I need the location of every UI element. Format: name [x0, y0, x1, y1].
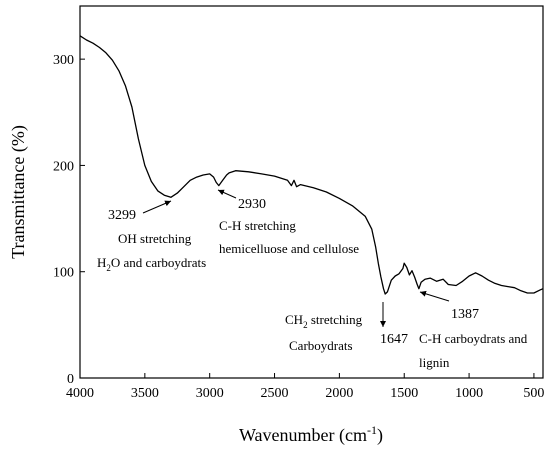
y-axis-title: Transmittance (%): [8, 125, 29, 259]
x-tick-label: 500: [523, 386, 544, 401]
x-tick-label: 4000: [66, 386, 94, 401]
annotation-1647: 1647 CH2 stretching Carboydrats: [285, 302, 408, 353]
y-tick-label: 100: [53, 266, 74, 281]
plot-frame: [79, 5, 544, 379]
annotation-3299: 3299 OH stretching H2O and carboydrats: [97, 200, 206, 273]
annotation-1387-arrow: [419, 290, 450, 302]
annotation-1387: 1387 C-H carboydrats and lignin: [419, 290, 528, 370]
annotation-1647-line2: Carboydrats: [289, 338, 353, 353]
annotation-2930-line2: hemicelluose and cellulose: [219, 241, 359, 256]
annotation-2930-line1: C-H stretching: [219, 218, 296, 233]
annotation-2930-label: 2930: [238, 197, 266, 212]
x-tick-label: 2000: [325, 386, 353, 401]
annotation-3299-label: 3299: [108, 208, 136, 223]
annotation-3299-line2: H2O and carboydrats: [97, 255, 206, 273]
annotation-3299-line1: OH stretching: [118, 231, 192, 246]
annotation-1647-line1: CH2 stretching: [285, 312, 363, 330]
annotation-3299-arrow: [142, 200, 172, 214]
annotation-1647-label: 1647: [380, 332, 408, 347]
x-tick-label: 3000: [196, 386, 224, 401]
x-tick-label: 1000: [455, 386, 483, 401]
x-axis-ticks: 4000 3500 3000 2500 2000 1500 1000 500: [66, 373, 544, 401]
annotation-1387-line2: lignin: [419, 355, 450, 370]
x-axis-title: Wavenumber (cm-1): [239, 423, 383, 446]
y-tick-label: 300: [53, 53, 74, 68]
spectrum-line: [79, 35, 544, 295]
x-tick-label: 2500: [261, 386, 289, 401]
y-tick-label: 0: [67, 372, 74, 387]
y-axis-ticks: 0 100 200 300: [53, 53, 85, 387]
x-tick-label: 1500: [390, 386, 418, 401]
annotation-2930: 2930 C-H stretching hemicelluose and cel…: [217, 189, 359, 256]
annotation-1387-label: 1387: [451, 307, 479, 322]
x-tick-label: 3500: [131, 386, 159, 401]
y-tick-label: 200: [53, 159, 74, 174]
annotation-2930-arrow: [217, 189, 237, 199]
annotation-1387-line1: C-H carboydrats and: [419, 331, 528, 346]
